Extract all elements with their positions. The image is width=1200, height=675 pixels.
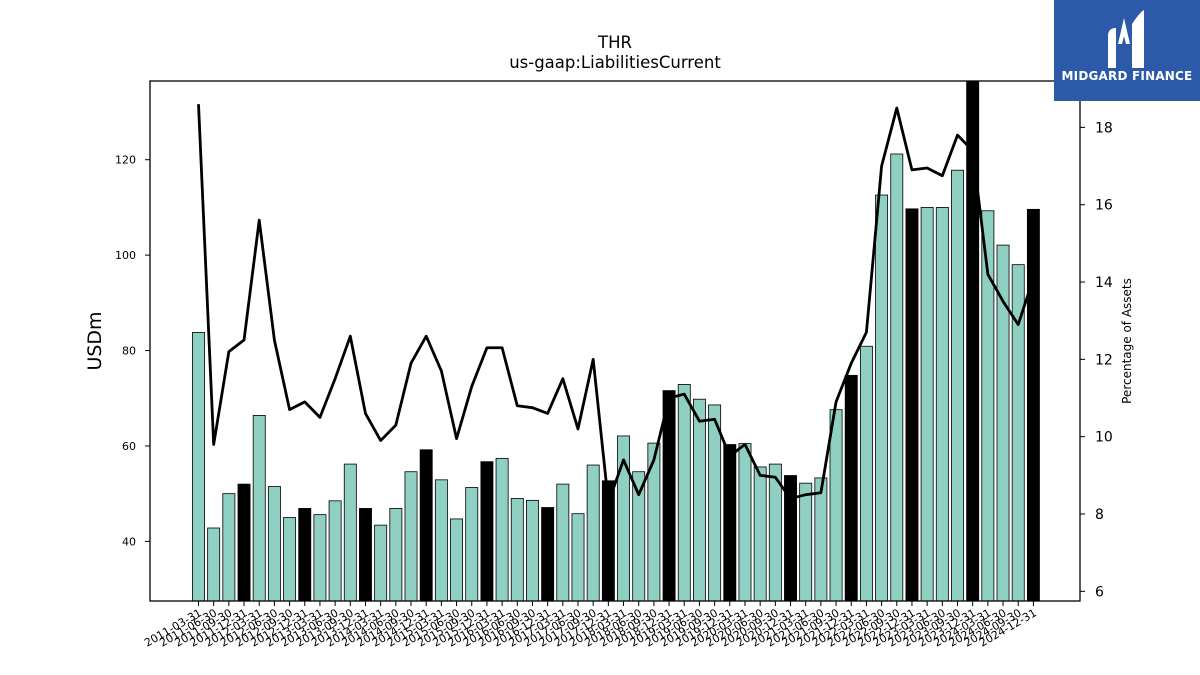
line-series (197, 104, 1035, 504)
x-axis: 2011-03-312011-06-302011-09-302011-12-31… (142, 601, 1039, 650)
bar-2013-09-30 (343, 463, 357, 602)
bar-2023-06-30 (935, 207, 949, 602)
y2-tick-label: 18 (1095, 120, 1113, 136)
chart-subtitle: us-gaap:LiabilitiesCurrent (509, 53, 721, 72)
bar-2012-09-30 (283, 517, 297, 602)
y-axis-left: 40 60 80 100 120 (115, 154, 150, 548)
bar-2023-03-31 (920, 207, 934, 602)
y2-axis-label: Percentage of Assets (1120, 278, 1134, 404)
bar-2014-09-30 (404, 471, 418, 602)
bar-2021-03-31 (799, 482, 813, 602)
bar-2011-09-30 (222, 493, 236, 602)
y-tick-label: 40 (122, 535, 136, 548)
y-tick-label: 60 (122, 440, 136, 453)
bar-2011-06-30 (207, 527, 221, 602)
bar-2021-09-30 (829, 409, 843, 602)
y-tick-label: 80 (122, 345, 136, 358)
bar-2024-06-30 (996, 244, 1010, 602)
bar-2022-06-30 (875, 194, 889, 602)
y2-tick-label: 16 (1095, 198, 1113, 214)
plot-frame (149, 80, 1081, 602)
bar-2017-03-31 (556, 483, 570, 602)
bar-2013-06-30 (328, 500, 342, 602)
bar-2017-09-30 (586, 464, 600, 602)
bar-2021-06-30 (814, 477, 828, 602)
bar-2016-12-31 (541, 507, 555, 602)
bar-2012-06-30 (267, 486, 281, 602)
bar-2018-06-30 (632, 471, 646, 602)
y2-tick-label: 10 (1095, 430, 1113, 446)
bar-2013-03-31 (313, 514, 327, 602)
bar-2015-03-31 (434, 479, 448, 602)
bar-2016-03-31 (495, 457, 509, 602)
y-axis-label: USDm (84, 311, 106, 370)
bar-2019-09-30 (708, 404, 722, 602)
bar-2012-03-31 (252, 415, 266, 602)
logo-text: MIDGARD FINANCE (1061, 69, 1193, 83)
bar-2022-12-31 (905, 208, 919, 602)
bar-2024-12-31 (1026, 208, 1040, 602)
y-tick-label: 120 (115, 154, 136, 167)
bar-series (192, 80, 1040, 602)
y2-tick-label: 8 (1095, 507, 1104, 523)
logo: MIDGARD FINANCE (1054, 0, 1200, 101)
bar-2011-03-31 (192, 332, 205, 602)
y-axis-right: 6 8 10 12 14 16 18 (1080, 120, 1113, 600)
bar-2012-12-31 (298, 508, 312, 602)
bar-2014-06-30 (389, 508, 403, 602)
midgard-m-icon (1108, 10, 1144, 68)
bar-2019-06-30 (692, 398, 706, 602)
bar-2014-03-31 (374, 524, 388, 602)
y2-tick-label: 14 (1095, 275, 1113, 291)
bar-2016-06-30 (510, 498, 524, 602)
bar-2022-09-30 (890, 153, 904, 602)
pct-assets-line (197, 104, 1035, 504)
bar-2023-09-30 (951, 169, 964, 602)
bar-2019-03-31 (677, 384, 691, 602)
bar-2015-06-30 (450, 518, 464, 602)
bar-2017-06-30 (571, 513, 585, 602)
bar-2021-12-31 (844, 374, 858, 602)
bar-2019-12-31 (723, 444, 737, 602)
bar-2022-03-31 (859, 345, 873, 602)
bar-2020-06-30 (753, 466, 767, 602)
bar-2014-12-31 (419, 449, 433, 602)
bar-2018-12-31 (662, 390, 676, 602)
bar-2016-09-30 (526, 499, 539, 602)
bar-2015-12-31 (480, 461, 494, 602)
y-tick-label: 100 (115, 249, 136, 262)
bar-2013-12-31 (359, 508, 372, 602)
chart-title: THR (597, 33, 632, 52)
bar-2020-03-31 (738, 443, 752, 602)
y2-tick-label: 6 (1095, 584, 1104, 600)
y2-tick-label: 12 (1095, 352, 1113, 368)
bar-2011-12-31 (237, 483, 251, 602)
bar-2015-09-30 (465, 487, 479, 602)
